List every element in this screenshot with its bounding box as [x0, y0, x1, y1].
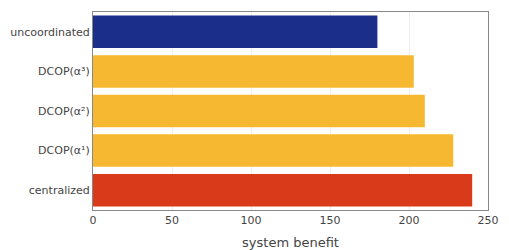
svg-text:50: 50	[165, 214, 179, 227]
svg-text:0: 0	[90, 214, 97, 227]
svg-text:250: 250	[478, 214, 499, 227]
svg-text:150: 150	[320, 214, 341, 227]
svg-text:DCOP(α¹): DCOP(α¹)	[38, 144, 90, 157]
svg-text:200: 200	[399, 214, 420, 227]
svg-text:centralized: centralized	[29, 184, 90, 197]
svg-text:100: 100	[241, 214, 262, 227]
svg-text:DCOP(α³): DCOP(α³)	[38, 65, 90, 78]
svg-text:DCOP(α²): DCOP(α²)	[38, 105, 90, 118]
svg-text:uncoordinated: uncoordinated	[10, 26, 90, 39]
svg-text:system benefit: system benefit	[242, 235, 339, 250]
